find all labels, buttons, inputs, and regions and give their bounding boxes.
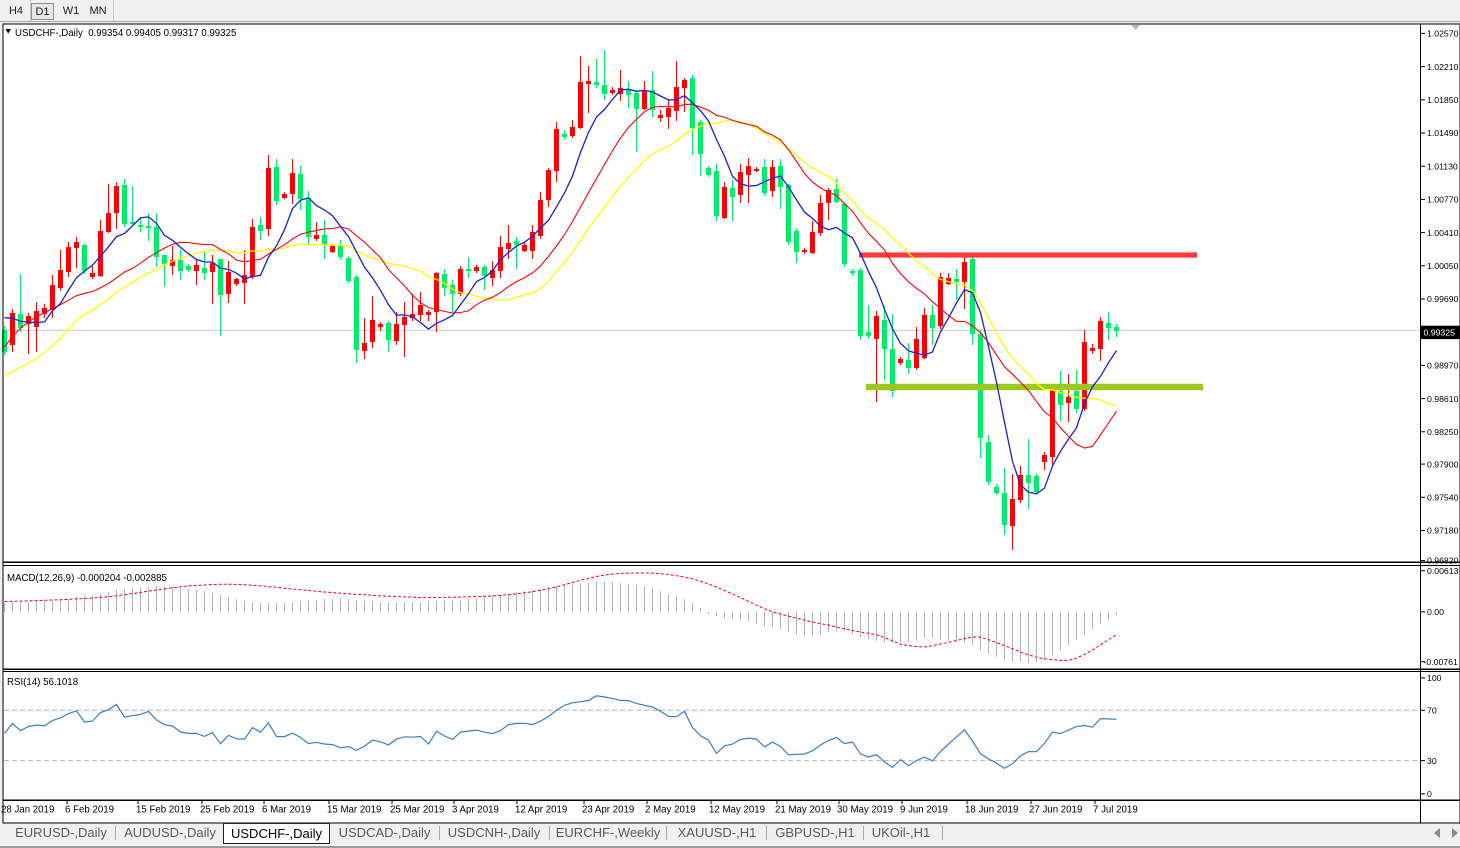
svg-text:9 Jun 2019: 9 Jun 2019 <box>900 805 948 816</box>
svg-text:30: 30 <box>1427 756 1437 766</box>
svg-text:1.02570: 1.02570 <box>1427 29 1459 39</box>
svg-text:25 Mar 2019: 25 Mar 2019 <box>390 805 444 816</box>
svg-text:0.00: 0.00 <box>1427 607 1444 617</box>
svg-text:25 Feb 2019: 25 Feb 2019 <box>200 805 254 816</box>
svg-text:0: 0 <box>1427 789 1432 799</box>
svg-text:0.99325: 0.99325 <box>1424 327 1456 337</box>
svg-text:0.97900: 0.97900 <box>1427 459 1459 469</box>
svg-text:28 Jan 2019: 28 Jan 2019 <box>1 805 54 816</box>
svg-text:2 May 2019: 2 May 2019 <box>645 805 696 816</box>
svg-text:0.98250: 0.98250 <box>1427 427 1459 437</box>
svg-text:0.98610: 0.98610 <box>1427 394 1459 404</box>
svg-text:0.97540: 0.97540 <box>1427 492 1459 502</box>
svg-text:18 Jun 2019: 18 Jun 2019 <box>965 805 1018 816</box>
svg-text:12 Apr 2019: 12 Apr 2019 <box>515 805 567 816</box>
svg-text:USDCHF-,Daily 0.99354 0.99405: USDCHF-,Daily 0.99354 0.99405 0.99317 0.… <box>15 28 236 39</box>
svg-text:7 Jul 2019: 7 Jul 2019 <box>1093 805 1138 816</box>
svg-text:70: 70 <box>1427 706 1437 716</box>
svg-text:0.97180: 0.97180 <box>1427 526 1459 536</box>
svg-text:15 Mar 2019: 15 Mar 2019 <box>327 805 381 816</box>
svg-text:6 Mar 2019: 6 Mar 2019 <box>262 805 311 816</box>
svg-text:0.99690: 0.99690 <box>1427 294 1459 304</box>
svg-text:27 Jun 2019: 27 Jun 2019 <box>1029 805 1082 816</box>
svg-text:1.01850: 1.01850 <box>1427 95 1459 105</box>
svg-text:15 Feb 2019: 15 Feb 2019 <box>136 805 190 816</box>
svg-text:0.96820: 0.96820 <box>1427 556 1459 566</box>
svg-text:6 Feb 2019: 6 Feb 2019 <box>65 805 114 816</box>
svg-text:MACD(12,26,9) -0.000204 -0.002: MACD(12,26,9) -0.000204 -0.002885 <box>7 573 167 584</box>
svg-text:21 May 2019: 21 May 2019 <box>775 805 831 816</box>
svg-text:23 Apr 2019: 23 Apr 2019 <box>582 805 634 816</box>
svg-text:1.02210: 1.02210 <box>1427 62 1459 72</box>
svg-text:1.01490: 1.01490 <box>1427 128 1459 138</box>
svg-text:RSI(14) 56.1018: RSI(14) 56.1018 <box>7 677 78 688</box>
svg-text:1.00410: 1.00410 <box>1427 228 1459 238</box>
svg-text:30 May 2019: 30 May 2019 <box>837 805 893 816</box>
svg-text:-0.00761: -0.00761 <box>1424 657 1458 667</box>
svg-text:0.00613: 0.00613 <box>1427 566 1459 576</box>
svg-text:1.00050: 1.00050 <box>1427 261 1459 271</box>
svg-text:12 May 2019: 12 May 2019 <box>709 805 765 816</box>
svg-text:1.00770: 1.00770 <box>1427 195 1459 205</box>
svg-text:1.01130: 1.01130 <box>1427 161 1458 171</box>
svg-text:0.98970: 0.98970 <box>1427 361 1459 371</box>
svg-text:3 Apr 2019: 3 Apr 2019 <box>452 805 499 816</box>
svg-text:100: 100 <box>1427 673 1442 683</box>
